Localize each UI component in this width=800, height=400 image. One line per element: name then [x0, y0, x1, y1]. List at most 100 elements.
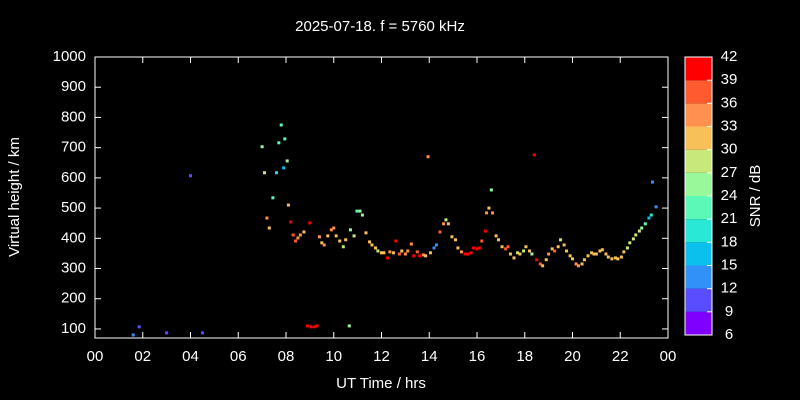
data-point [403, 252, 407, 256]
data-point [347, 324, 351, 328]
data-point [541, 264, 545, 268]
data-point [438, 230, 442, 234]
data-point [131, 333, 135, 337]
data-point [374, 246, 378, 250]
data-point [260, 145, 264, 149]
data-point [465, 252, 469, 256]
data-point [391, 251, 395, 255]
x-tick-label: 00 [87, 348, 104, 365]
colorbar-tick-label: 39 [721, 71, 738, 88]
data-point [574, 262, 578, 266]
data-point [582, 258, 586, 262]
data-point [592, 252, 596, 256]
data-point [613, 256, 617, 260]
data-point [302, 230, 306, 234]
colorbar-segment [685, 288, 712, 312]
data-point [518, 252, 522, 256]
data-point [463, 252, 467, 256]
y-tick-label: 900 [61, 78, 86, 95]
data-point [477, 246, 481, 250]
data-point [189, 174, 192, 178]
data-point [376, 249, 380, 253]
data-point [442, 222, 446, 226]
data-point [279, 123, 283, 127]
colorbar-segment [685, 242, 712, 266]
data-point [598, 249, 602, 253]
data-point [368, 240, 372, 244]
data-point [522, 249, 526, 253]
x-tick-label: 14 [421, 348, 438, 365]
data-point [625, 246, 629, 250]
data-point [532, 153, 536, 157]
data-point [450, 235, 454, 239]
data-point [606, 255, 610, 259]
data-point [406, 249, 410, 253]
y-tick-label: 300 [61, 259, 86, 276]
data-point [640, 226, 644, 230]
colorbar-tick-label: 27 [721, 164, 738, 181]
colorbar-tick-label: 18 [721, 233, 738, 250]
data-point [263, 171, 267, 175]
data-point [559, 238, 563, 242]
data-point [305, 324, 309, 328]
data-point [544, 258, 548, 262]
data-point [200, 331, 204, 335]
colorbar-tick-label: 42 [721, 48, 738, 65]
colorbar-segment [685, 103, 712, 127]
x-tick-label: 20 [564, 348, 581, 365]
data-point [341, 245, 345, 249]
data-point [412, 254, 416, 258]
colorbar-tick-label: 12 [721, 280, 738, 297]
data-point [271, 196, 275, 200]
data-point [562, 243, 566, 247]
x-tick-label: 12 [373, 348, 390, 365]
data-point [580, 262, 584, 266]
data-point [352, 234, 356, 238]
data-point [594, 252, 598, 256]
data-point [329, 228, 333, 232]
data-point [556, 245, 560, 249]
data-point [504, 247, 508, 251]
colorbar-segment [685, 57, 712, 81]
data-point [344, 238, 348, 242]
chart-title: 2025-07-18. f = 5760 kHz [295, 18, 465, 35]
data-point [355, 209, 359, 213]
data-point [547, 252, 551, 256]
data-point [432, 246, 436, 250]
data-point [317, 235, 321, 239]
x-axis-label: UT Time / hrs [336, 375, 426, 392]
colorbar-segment [685, 265, 712, 289]
data-point [647, 216, 651, 220]
data-point [654, 205, 658, 209]
colorbar-tick-label: 36 [721, 94, 738, 111]
y-tick-label: 500 [61, 199, 86, 216]
data-point [454, 238, 458, 242]
data-point [421, 253, 425, 257]
data-point [388, 250, 392, 254]
colorbar-segment [685, 126, 712, 150]
data-point [385, 256, 389, 260]
colorbar-tick-label: 6 [725, 326, 733, 343]
x-tick-label: 16 [469, 348, 486, 365]
y-tick-label: 1000 [53, 48, 86, 65]
colorbar-segment [685, 311, 712, 335]
data-point [320, 241, 324, 245]
data-point [496, 238, 500, 242]
data-point [313, 325, 317, 329]
data-point [380, 251, 383, 255]
data-point [294, 239, 298, 243]
data-point [338, 239, 342, 243]
data-point [622, 250, 626, 254]
data-point [364, 231, 368, 235]
data-point [137, 325, 141, 329]
colorbar-label: SNR / dB [747, 165, 764, 228]
data-point [296, 236, 300, 240]
data-point [586, 254, 590, 258]
data-point [571, 257, 574, 261]
data-point [165, 331, 169, 335]
data-point [394, 239, 398, 243]
data-point [315, 324, 319, 328]
x-tick-label: 18 [516, 348, 533, 365]
y-tick-label: 200 [61, 290, 86, 307]
data-point [456, 246, 460, 250]
